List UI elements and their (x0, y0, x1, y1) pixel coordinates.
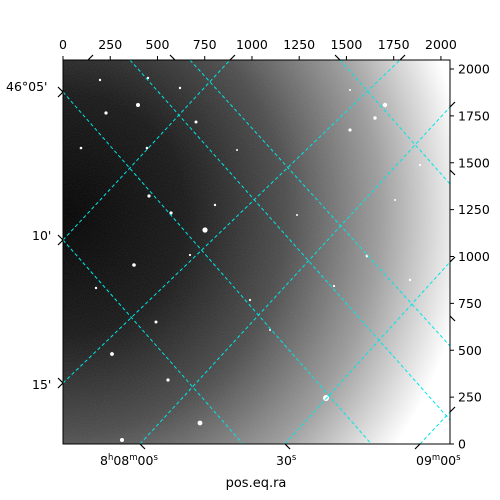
y-right-tick-label: 1250 (458, 202, 490, 217)
star (382, 102, 388, 108)
x-top-axis: 0 250 500 750 1000 1250 1500 1750 2000 (59, 37, 457, 60)
y-right-tick-label: 1500 (458, 155, 490, 170)
star (120, 438, 124, 442)
star (98, 78, 102, 82)
star (154, 320, 158, 324)
dec-tick-label: 10' (32, 228, 51, 243)
star (408, 278, 412, 282)
x-top-tick-label: 1000 (236, 37, 268, 52)
grid-line (189, 60, 450, 347)
star (104, 111, 108, 115)
world-tick (449, 315, 456, 322)
star (349, 89, 351, 91)
y-right-tick-label: 750 (458, 296, 482, 311)
ra-tick-label: 09m00s (416, 453, 461, 468)
world-tick (139, 443, 146, 450)
x-top-tick-label: 750 (193, 37, 217, 52)
world-tick (449, 169, 456, 176)
grid-line (339, 60, 450, 185)
x-top-tick-label: 250 (98, 37, 122, 52)
world-tick (399, 54, 406, 61)
world-tick (57, 377, 64, 384)
star (418, 163, 422, 167)
sky-noise (63, 60, 450, 444)
star (323, 395, 329, 401)
ra-tick-labels: 8h08m00s 30s 09m00s (100, 453, 461, 468)
grid-line (63, 60, 231, 241)
star (136, 103, 140, 107)
star (213, 203, 217, 207)
star (348, 128, 352, 132)
plot-frame (62, 59, 451, 445)
world-tick (57, 239, 64, 246)
world-tick (449, 406, 456, 413)
star (110, 352, 114, 356)
world-tick (57, 86, 64, 93)
grid-line (284, 261, 450, 444)
world-tick (449, 101, 456, 108)
y-right-tick-label: 0 (458, 437, 466, 452)
star (79, 146, 83, 150)
world-tick (284, 443, 291, 450)
x-top-tick-label: 2000 (425, 37, 457, 52)
star (202, 227, 208, 233)
dec-tick-label: 46°05' (6, 79, 48, 94)
star (188, 253, 192, 257)
y-right-tick-label: 2000 (458, 62, 490, 77)
dec-tick-label: 15' (32, 377, 51, 392)
y-right-tick-label: 250 (458, 390, 482, 405)
star (248, 298, 252, 302)
star (166, 378, 170, 382)
dec-tick-labels: 46°05' 10' 15' (6, 79, 51, 392)
star (132, 263, 136, 267)
star (394, 199, 396, 201)
grid-line (139, 106, 450, 444)
world-tick (57, 234, 64, 241)
star (296, 214, 298, 216)
x-top-tick-label: 500 (146, 37, 170, 52)
star (94, 286, 98, 290)
world-tick (87, 54, 94, 61)
stars-layer (79, 76, 422, 442)
x-top-tick-label: 1500 (331, 37, 363, 52)
y-right-tick-label: 1750 (458, 108, 490, 123)
star (373, 116, 377, 120)
world-tick (229, 54, 236, 61)
grid-line (129, 60, 450, 421)
y-right-tick-label: 1000 (458, 249, 490, 264)
star (236, 149, 238, 151)
world-tick (169, 54, 176, 61)
x-top-tick-label: 1750 (378, 37, 410, 52)
world-tick (449, 256, 456, 263)
sky-image (63, 60, 450, 444)
grid-line (63, 239, 244, 444)
world-tick (414, 443, 421, 450)
world-tick (334, 54, 341, 61)
world-tick (57, 91, 64, 98)
star (197, 420, 203, 426)
celestial-grid (63, 60, 450, 444)
y-right-tick-label: 500 (458, 343, 482, 358)
star (146, 76, 150, 80)
world-tick (57, 382, 64, 389)
grid-line (419, 411, 450, 444)
y-right-axis: 0 250 500 750 1000 1250 1500 1750 2000 (450, 62, 490, 452)
star (178, 86, 182, 90)
x-axis-title: pos.eq.ra (226, 476, 287, 491)
star (145, 146, 149, 150)
world-axis-ticks (57, 54, 456, 450)
star (194, 120, 198, 124)
ra-tick-label: 8h08m00s (100, 453, 158, 468)
star (147, 194, 151, 198)
ra-tick-label: 30s (276, 453, 297, 468)
x-top-tick-label: 1250 (283, 37, 315, 52)
x-top-tick-label: 0 (59, 37, 67, 52)
star (332, 284, 336, 288)
